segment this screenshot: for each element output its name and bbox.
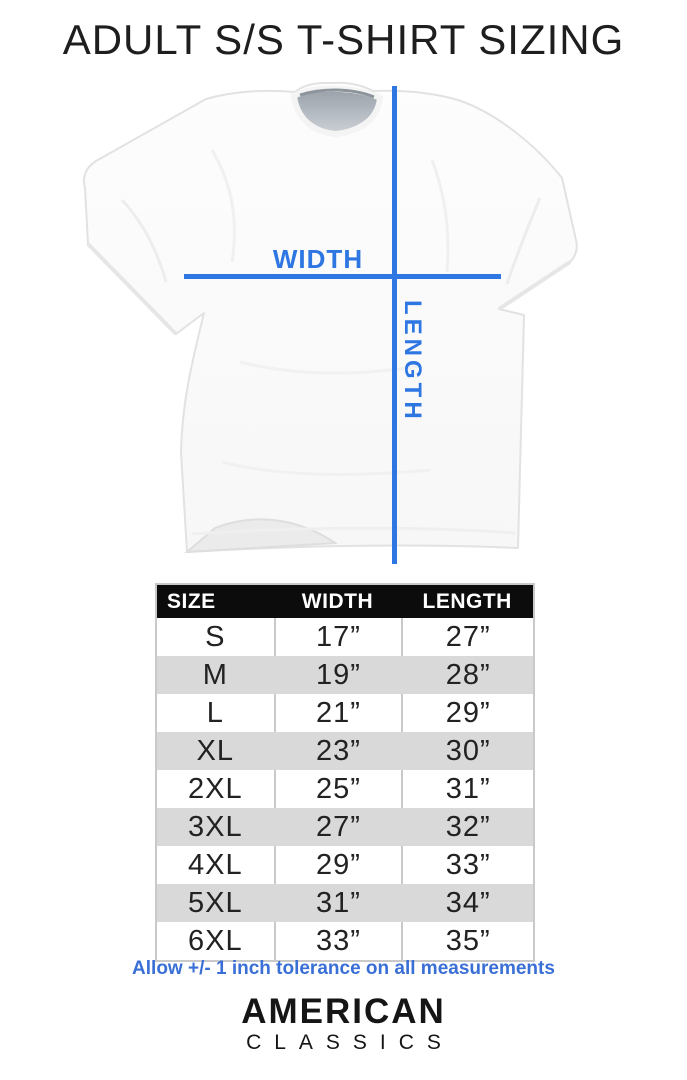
width-cell: 17” xyxy=(273,618,402,656)
table-row: 3XL 27” 32” xyxy=(157,808,533,846)
size-cell: XL xyxy=(196,734,235,767)
column-header-width: WIDTH xyxy=(301,589,374,613)
length-measure-line xyxy=(392,86,397,564)
length-cell: 34” xyxy=(445,886,491,919)
tshirt-image xyxy=(82,81,578,554)
hem-fold xyxy=(184,518,338,554)
tshirt-silhouette xyxy=(82,81,578,553)
size-cell: 2XL xyxy=(187,772,243,805)
width-label: WIDTH xyxy=(272,244,364,274)
width-cell: 27” xyxy=(316,810,361,843)
table-row: 5XL 31” 34” xyxy=(157,884,533,922)
size-cell: 6XL xyxy=(187,924,243,957)
width-cell: 25” xyxy=(273,770,402,808)
column-header-size: SIZE xyxy=(167,589,216,613)
size-cell: 5XL xyxy=(187,886,243,919)
size-table-header: SIZE WIDTH LENGTH xyxy=(157,585,533,618)
length-cell: 35” xyxy=(401,922,533,960)
length-label: LENGTH xyxy=(399,300,426,423)
tolerance-note: Allow +/- 1 inch tolerance on all measur… xyxy=(132,958,555,979)
size-cell: 3XL xyxy=(187,810,243,843)
table-row: 2XL 25” 31” xyxy=(157,770,533,808)
width-cell: 33” xyxy=(273,922,402,960)
width-cell: 19” xyxy=(316,658,361,691)
table-row: L 21” 29” xyxy=(157,694,533,732)
table-row: XL 23” 30” xyxy=(157,732,533,770)
brand-name-classics: CLASSICS xyxy=(246,1031,454,1054)
width-cell: 31” xyxy=(316,886,361,919)
length-cell: 30” xyxy=(445,734,491,767)
brand-logo: AMERICAN CLASSICS xyxy=(0,993,687,1055)
length-cell: 33” xyxy=(401,846,533,884)
width-cell: 21” xyxy=(273,694,402,732)
table-row: 4XL 29” 33” xyxy=(157,846,533,884)
table-row: M 19” 28” xyxy=(157,656,533,694)
table-row: 6XL 33” 35” xyxy=(157,922,533,960)
column-header-length: LENGTH xyxy=(422,589,512,613)
length-cell: 32” xyxy=(445,810,491,843)
length-cell: 27” xyxy=(401,618,533,656)
brand-name-american: AMERICAN xyxy=(241,992,446,1031)
size-table: SIZE WIDTH LENGTH S 17” 27” M 19” 28” L … xyxy=(155,583,535,962)
width-cell: 23” xyxy=(316,734,361,767)
size-cell: 4XL xyxy=(187,848,243,881)
length-cell: 29” xyxy=(401,694,533,732)
length-cell: 31” xyxy=(401,770,533,808)
table-row: S 17” 27” xyxy=(157,618,533,656)
size-cell: M xyxy=(202,658,228,691)
width-measure-line xyxy=(184,274,501,279)
size-cell: S xyxy=(205,620,226,653)
length-cell: 28” xyxy=(445,658,491,691)
width-cell: 29” xyxy=(273,846,402,884)
page-title: ADULT S/S T-SHIRT SIZING xyxy=(62,16,625,63)
size-cell: L xyxy=(206,696,224,729)
